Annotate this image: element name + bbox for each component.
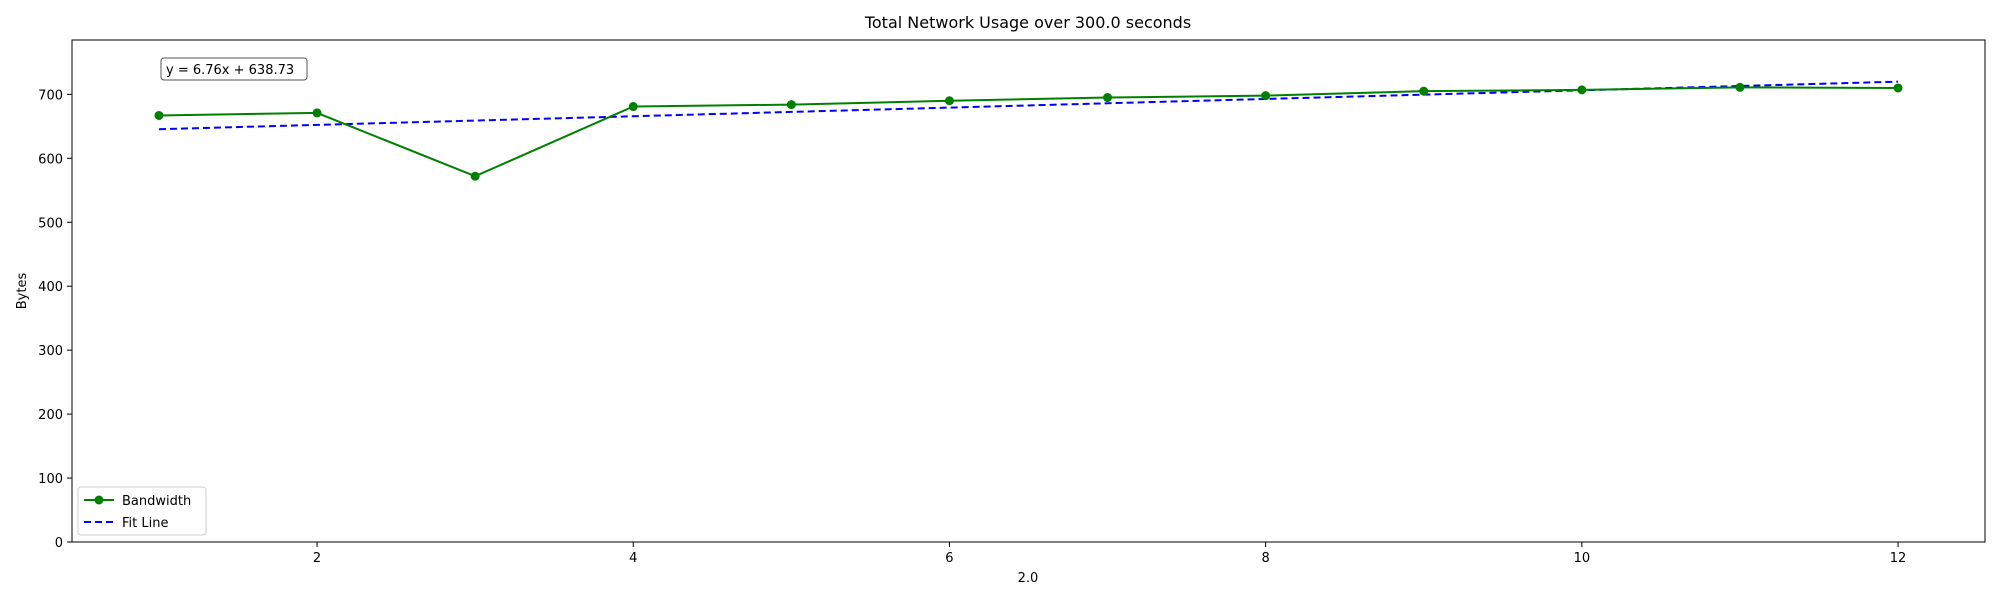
fit-equation-annotation: y = 6.76x + 638.73	[160, 57, 308, 81]
x-tick-label: 12	[1890, 551, 1907, 566]
data-point-bandwidth	[1735, 82, 1745, 92]
y-tick-label: 400	[38, 280, 63, 295]
y-tick-label: 100	[38, 472, 63, 487]
y-tick-label: 0	[55, 536, 63, 551]
x-tick-label: 8	[1262, 551, 1270, 566]
data-point-bandwidth	[1893, 83, 1903, 93]
axes: 2 4 6 8 10 12 0 100 200 300 400 500 600 700	[38, 39, 1986, 566]
series-line-bandwidth	[158, 86, 1899, 178]
data-point-bandwidth	[1261, 91, 1271, 101]
x-tick-label: 10	[1574, 551, 1591, 566]
x-axis-title: 2.0	[1018, 571, 1039, 586]
y-tick-label: 300	[38, 344, 63, 359]
annotation-box	[160, 57, 308, 81]
data-point-bandwidth	[1419, 86, 1429, 96]
x-tick-label: 2	[313, 551, 321, 566]
series-line-fit-line	[158, 80, 1899, 131]
legend-bandwidth-label: Bandwidth	[122, 494, 191, 509]
y-tick-label: 200	[38, 408, 63, 423]
x-tick-label: 4	[629, 551, 637, 566]
legend-bandwidth-marker	[94, 495, 104, 505]
data-point-bandwidth	[154, 110, 164, 120]
y-tick-label: 600	[38, 152, 63, 167]
data-point-bandwidth	[470, 171, 480, 181]
annotation-text: y = 6.76x + 638.73	[166, 63, 294, 78]
y-axis-title: Bytes	[15, 273, 30, 310]
data-point-bandwidth	[312, 108, 322, 118]
x-tick-label: 6	[945, 551, 953, 566]
data-point-bandwidth	[1103, 93, 1113, 103]
legend-fit-label: Fit Line	[122, 516, 168, 531]
data-point-bandwidth	[628, 102, 638, 112]
axes-frame	[71, 39, 1986, 543]
data-point-bandwidth	[1577, 85, 1587, 95]
plot-area	[154, 80, 1903, 181]
data-point-bandwidth	[944, 96, 954, 106]
data-point-bandwidth	[786, 100, 796, 110]
y-tick-label: 500	[38, 216, 63, 231]
legend: Bandwidth Fit Line	[77, 486, 207, 536]
chart-title: Total Network Usage over 300.0 seconds	[864, 13, 1191, 32]
y-tick-label: 700	[38, 88, 63, 103]
